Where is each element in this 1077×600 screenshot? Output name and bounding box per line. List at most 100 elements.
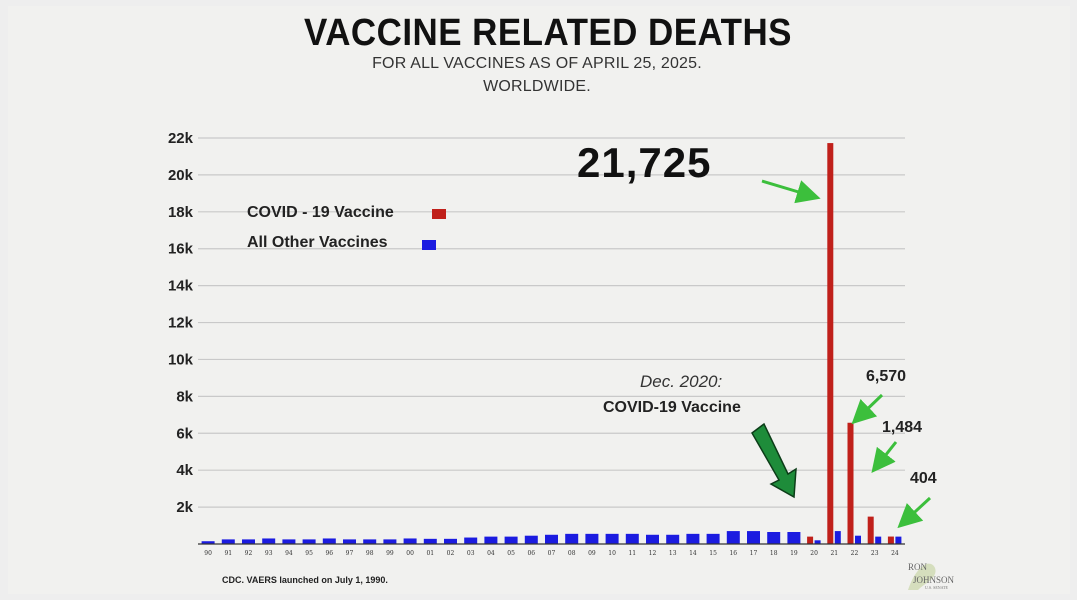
bar-other-06 — [524, 535, 538, 544]
x-tick-label: 04 — [487, 550, 495, 557]
chart-subtitle-line-2: WORLDWIDE. — [483, 78, 591, 95]
vaccine-start-arrow — [751, 422, 797, 499]
y-tick-label: 4k — [176, 462, 193, 479]
value-label-22: 6,570 — [866, 368, 907, 385]
c22-callout-arrow — [851, 393, 884, 425]
bar-other-05 — [504, 536, 518, 544]
y-tick-label: 8k — [176, 388, 193, 405]
x-axis-ticks: 90 91 92 93 94 95 96 97 98 99 00 01 02 03 04 05 06 07 08 09… — [204, 550, 899, 557]
x-tick-label: 18 — [770, 550, 778, 557]
bar-covid-23 — [867, 516, 874, 544]
legend-swatch-covid — [432, 209, 446, 219]
bar-other-22 — [855, 535, 861, 544]
x-tick-label: 01 — [426, 550, 434, 557]
legend-label-other: All Other Vaccines — [247, 234, 388, 251]
logo-line-1: RON — [908, 562, 928, 572]
x-tick-label: 10 — [608, 550, 616, 557]
x-tick-label: 17 — [750, 550, 758, 557]
x-tick-label: 22 — [851, 550, 859, 557]
y-axis-ticks: 2k 4k 6k 8k 10k 12k 14k 16k 18k 20k 22k — [168, 130, 194, 516]
bar-other-11 — [625, 533, 639, 544]
bar-other-02 — [444, 538, 457, 544]
annotation-vaccine: COVID-19 Vaccine — [603, 399, 741, 416]
bar-other-16 — [726, 531, 740, 544]
x-tick-label: 14 — [689, 550, 697, 557]
legend-label-covid: COVID - 19 Vaccine — [247, 204, 394, 221]
bar-other-94 — [282, 539, 296, 544]
bar-other-07 — [545, 534, 558, 544]
slide-background — [8, 6, 1070, 594]
bar-other-17 — [747, 531, 760, 544]
senator-logo-icon — [908, 563, 936, 590]
x-tick-label: 16 — [729, 550, 737, 557]
x-tick-label: 97 — [346, 550, 354, 557]
x-tick-label: 21 — [830, 550, 838, 557]
y-tick-label: 18k — [168, 204, 194, 221]
bar-covid-20 — [807, 536, 814, 544]
bar-other-15 — [706, 533, 720, 544]
chart-title: VACCINE RELATED DEATHS — [304, 12, 792, 54]
x-tick-label: 07 — [548, 550, 556, 557]
bar-other-03 — [464, 537, 478, 544]
peak-callout-arrow — [761, 179, 821, 204]
source-note: CDC. VAERS launched on July 1, 1990. — [222, 575, 388, 585]
x-tick-label: 12 — [649, 550, 657, 557]
annotation-date: Dec. 2020: — [640, 372, 723, 391]
x-tick-label: 92 — [245, 550, 253, 557]
y-tick-label: 12k — [168, 315, 194, 332]
x-tick-label: 15 — [709, 550, 717, 557]
bar-covid-24 — [887, 536, 894, 544]
peak-value-label: 21,725 — [577, 139, 712, 186]
chart-subtitle-line-1: FOR ALL VACCINES AS OF APRIL 25, 2025. — [372, 55, 702, 72]
x-tick-label: 99 — [386, 550, 394, 557]
bar-other-96 — [322, 538, 336, 544]
y-tick-label: 22k — [168, 130, 194, 147]
bar-other-99 — [383, 539, 397, 544]
y-tick-label: 16k — [168, 241, 194, 258]
bar-other-18 — [767, 532, 781, 544]
x-tick-label: 95 — [305, 550, 313, 557]
x-tick-label: 90 — [204, 550, 212, 557]
bar-other-00 — [403, 538, 417, 544]
bar-other-10 — [605, 533, 619, 544]
x-tick-label: 03 — [467, 550, 475, 557]
bar-other-24 — [895, 536, 902, 544]
x-tick-label: 19 — [790, 550, 798, 557]
x-tick-label: 20 — [810, 550, 818, 557]
bar-covid-21 — [827, 143, 834, 544]
logo-line-3: U.S. SENATE — [925, 585, 949, 590]
y-tick-label: 20k — [168, 167, 194, 184]
gridlines — [198, 137, 905, 508]
bar-other-20 — [814, 540, 821, 544]
x-tick-label: 93 — [265, 550, 273, 557]
x-tick-label: 96 — [325, 550, 333, 557]
bar-other-98 — [363, 539, 377, 544]
bar-other-93 — [262, 538, 276, 544]
value-label-23: 1,484 — [882, 419, 923, 436]
x-tick-label: 05 — [507, 550, 515, 557]
bar-other-91 — [221, 539, 235, 544]
logo-line-2: JOHNSON — [913, 575, 955, 585]
x-tick-label: 24 — [891, 550, 899, 557]
bar-other-14 — [686, 533, 700, 544]
x-tick-label: 23 — [871, 550, 879, 557]
bar-other-90 — [201, 541, 215, 544]
bar-other-23 — [875, 536, 882, 544]
y-tick-label: 14k — [168, 278, 194, 295]
y-tick-label: 10k — [168, 351, 194, 368]
bar-other-01 — [423, 538, 437, 544]
bar-covid-22 — [847, 422, 854, 544]
bar-other-04 — [484, 536, 498, 544]
x-tick-label: 94 — [285, 550, 293, 557]
y-tick-label: 2k — [176, 499, 193, 516]
x-tick-label: 11 — [628, 550, 636, 557]
x-tick-label: 98 — [366, 550, 374, 557]
bar-other-95 — [302, 539, 316, 544]
c23-callout-arrow — [871, 441, 898, 474]
x-tick-label: 00 — [406, 550, 414, 557]
x-tick-label: 08 — [568, 550, 576, 557]
c24-callout-arrow — [897, 496, 932, 529]
bar-other-08 — [565, 533, 579, 544]
bars — [201, 143, 902, 544]
